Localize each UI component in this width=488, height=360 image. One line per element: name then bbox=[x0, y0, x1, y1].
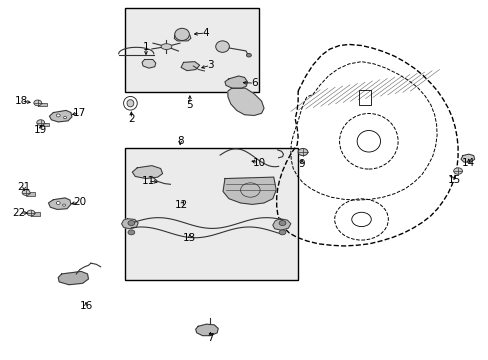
Ellipse shape bbox=[127, 100, 134, 107]
Polygon shape bbox=[460, 154, 474, 162]
Polygon shape bbox=[58, 271, 88, 285]
Text: 6: 6 bbox=[250, 78, 257, 88]
Bar bbox=[125, 148, 298, 280]
Text: 17: 17 bbox=[73, 108, 86, 118]
Bar bbox=[358, 90, 370, 105]
Ellipse shape bbox=[56, 114, 60, 117]
Bar bbox=[26, 192, 35, 196]
Ellipse shape bbox=[34, 100, 41, 106]
Ellipse shape bbox=[246, 53, 251, 57]
Ellipse shape bbox=[279, 221, 285, 226]
Polygon shape bbox=[181, 62, 199, 71]
Polygon shape bbox=[142, 59, 156, 68]
Text: 2: 2 bbox=[128, 114, 134, 124]
Ellipse shape bbox=[27, 210, 35, 216]
Text: 10: 10 bbox=[252, 158, 265, 168]
Ellipse shape bbox=[128, 230, 135, 235]
Ellipse shape bbox=[279, 230, 285, 235]
Text: 4: 4 bbox=[202, 28, 208, 38]
Polygon shape bbox=[195, 324, 218, 336]
Ellipse shape bbox=[62, 204, 65, 206]
Text: 8: 8 bbox=[177, 136, 183, 146]
Ellipse shape bbox=[453, 168, 462, 174]
Text: 21: 21 bbox=[18, 182, 31, 192]
Text: 20: 20 bbox=[73, 197, 86, 207]
Polygon shape bbox=[223, 177, 276, 204]
Polygon shape bbox=[49, 111, 72, 122]
Text: 19: 19 bbox=[34, 125, 47, 135]
Polygon shape bbox=[174, 35, 190, 41]
Text: 13: 13 bbox=[183, 233, 196, 243]
Ellipse shape bbox=[37, 120, 44, 126]
Text: 12: 12 bbox=[174, 200, 187, 210]
Text: 1: 1 bbox=[142, 42, 149, 52]
Text: 14: 14 bbox=[461, 158, 474, 168]
Ellipse shape bbox=[56, 202, 60, 204]
Ellipse shape bbox=[215, 41, 229, 52]
Bar bbox=[41, 123, 49, 126]
Bar bbox=[38, 103, 46, 106]
Polygon shape bbox=[224, 76, 247, 88]
Text: 9: 9 bbox=[298, 159, 305, 169]
Polygon shape bbox=[122, 219, 138, 229]
Ellipse shape bbox=[22, 190, 30, 195]
Text: 7: 7 bbox=[206, 333, 213, 343]
Text: 11: 11 bbox=[141, 176, 154, 186]
Text: 22: 22 bbox=[13, 208, 26, 218]
Polygon shape bbox=[132, 166, 162, 179]
Bar bbox=[125, 8, 259, 92]
Ellipse shape bbox=[174, 28, 189, 41]
Polygon shape bbox=[272, 219, 290, 230]
Text: 18: 18 bbox=[15, 96, 28, 106]
Ellipse shape bbox=[298, 148, 307, 156]
Bar bbox=[31, 212, 40, 216]
Ellipse shape bbox=[63, 117, 66, 119]
Text: 3: 3 bbox=[206, 60, 213, 70]
Text: 5: 5 bbox=[186, 100, 193, 110]
Polygon shape bbox=[48, 198, 71, 210]
Polygon shape bbox=[227, 88, 264, 116]
Ellipse shape bbox=[128, 221, 135, 226]
Text: 15: 15 bbox=[447, 175, 460, 185]
Text: 16: 16 bbox=[79, 301, 92, 311]
Ellipse shape bbox=[161, 44, 171, 49]
